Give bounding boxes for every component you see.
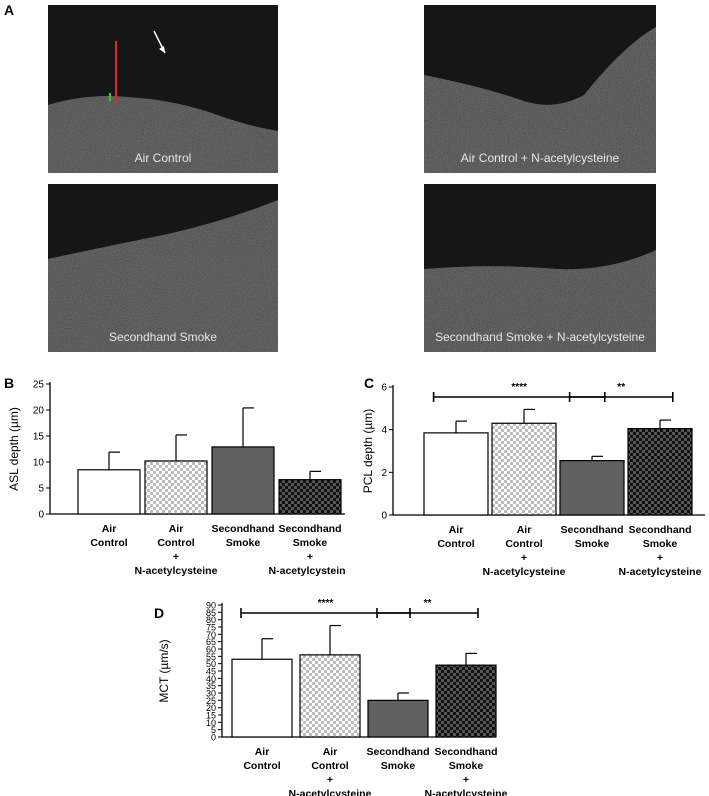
y-tick-label: 5 <box>38 484 44 495</box>
bar <box>231 658 293 738</box>
y-tick-label: 70 <box>206 630 216 640</box>
significance-label: **** <box>511 382 527 393</box>
oct-image-air-control: Air Control <box>48 5 278 173</box>
significance-label: **** <box>318 598 334 609</box>
y-tick-label: 60 <box>206 645 216 655</box>
bar <box>299 654 361 738</box>
category-label: Air Control + N-acetylcysteine <box>289 746 372 796</box>
y-tick-label: 85 <box>206 608 216 618</box>
arrowhead-icon <box>159 46 165 53</box>
y-tick-label: 2 <box>381 468 387 479</box>
bar <box>423 432 489 516</box>
y-tick-label: 20 <box>33 406 45 417</box>
y-tick-label: 15 <box>206 711 216 721</box>
category-label: Air Control + N-acetylcysteine <box>135 523 218 577</box>
category-label: Secondhand Smoke + N-acetylcysteine <box>619 524 702 578</box>
category-label: Air Control <box>90 523 127 549</box>
y-tick-label: 10 <box>33 458 45 469</box>
bar <box>278 479 342 515</box>
y-tick-label: 0 <box>381 511 387 522</box>
bar <box>144 460 208 515</box>
y-tick-label: 50 <box>206 659 216 669</box>
panel-a-letter: A <box>4 2 15 18</box>
oct-image-secondhand-smoke-nac: Secondhand Smoke + N-acetylcysteine <box>424 184 656 352</box>
oct-label: Air Control <box>134 151 192 165</box>
panel-letter: B <box>4 375 14 391</box>
y-tick-label: 80 <box>206 615 216 625</box>
y-tick-label: 10 <box>206 718 216 728</box>
y-tick-label: 35 <box>206 681 216 691</box>
category-label: Secondhand Smoke <box>366 746 429 772</box>
bar <box>77 469 141 515</box>
y-tick-label: 40 <box>206 674 216 684</box>
panel-letter: C <box>364 375 374 391</box>
category-label: Air Control <box>243 746 280 772</box>
y-axis-label: ASL depth (µm) <box>7 407 21 491</box>
y-tick-label: 45 <box>206 667 216 677</box>
y-tick-label: 30 <box>206 689 216 699</box>
category-label: Air Control + N-acetylcysteine <box>483 524 566 578</box>
significance-label: ** <box>617 382 625 393</box>
y-tick-label: 25 <box>206 696 216 706</box>
oct-label: Secondhand Smoke + N-acetylcysteine <box>435 330 645 344</box>
oct-image-secondhand-smoke: Secondhand Smoke <box>48 184 278 352</box>
oct-image-air-control-nac: Air Control + N-acetylcysteine <box>424 5 656 173</box>
y-tick-label: 15 <box>33 432 45 443</box>
panel-letter: D <box>154 605 164 621</box>
y-axis-label: MCT (µm/s) <box>157 639 171 702</box>
y-tick-label: 5 <box>211 725 216 735</box>
pcl-depth-chart: C 0 2 4 6 PCL depth (µm) Air Control Air Control +… <box>361 375 705 578</box>
y-tick-label: 6 <box>381 383 387 394</box>
y-tick-label: 4 <box>381 425 387 436</box>
bar <box>491 422 557 516</box>
bar <box>435 664 497 738</box>
y-tick-label: 90 <box>206 601 216 611</box>
oct-label: Secondhand Smoke <box>108 330 218 344</box>
annotation-group <box>109 30 166 103</box>
y-tick-label: 65 <box>206 637 216 647</box>
y-tick-label: 25 <box>33 380 45 391</box>
category-label: Secondhand Smoke + N-acetylcysteine <box>425 746 508 796</box>
category-label: Secondhand Smoke + N-acetylcysteine <box>269 523 345 577</box>
y-axis-label: PCL depth (µm) <box>361 409 375 494</box>
y-tick-label: 0 <box>211 733 216 743</box>
significance-label: ** <box>424 598 432 609</box>
bar <box>559 459 625 516</box>
oct-label: Air Control + N-acetylcysteine <box>460 151 620 165</box>
category-label: Secondhand Smoke <box>560 524 623 550</box>
bar <box>367 699 429 738</box>
category-label: Air Control <box>437 524 474 550</box>
bar <box>211 446 275 515</box>
y-tick-label: 75 <box>206 623 216 633</box>
category-label: Secondhand Smoke <box>211 523 274 549</box>
bar <box>627 427 693 516</box>
y-tick-label: 55 <box>206 652 216 662</box>
y-tick-label: 0 <box>38 510 44 521</box>
y-tick-label: 20 <box>206 703 216 713</box>
asl-depth-chart: B 0 5 10 15 20 25 ASL depth (µm) Air Control Air Co… <box>4 375 345 577</box>
